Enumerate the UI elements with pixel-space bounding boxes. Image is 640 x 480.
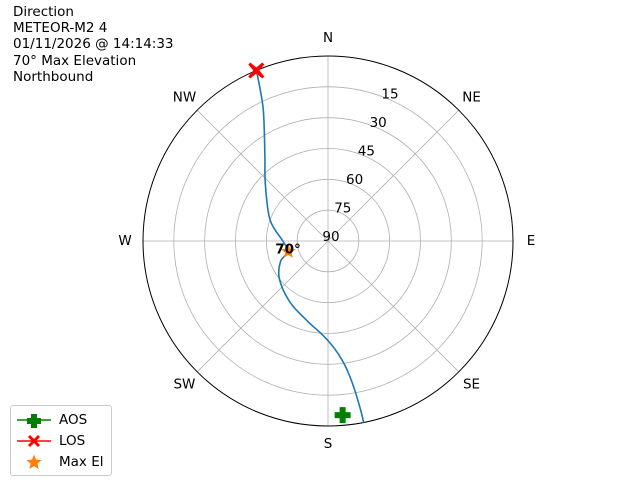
radial-tick-30: 30 <box>370 115 387 131</box>
ring-45 <box>235 148 421 334</box>
radial-tick-90: 90 <box>322 229 339 245</box>
ring-75 <box>296 209 360 273</box>
compass-label-w: W <box>118 233 131 249</box>
compass-label-s: S <box>324 436 333 452</box>
legend-entry-max-el: Max El <box>17 451 103 472</box>
max-el-marker <box>280 243 296 259</box>
info-line-heading: Northbound <box>13 68 94 85</box>
legend-label-max-el: Max El <box>59 453 104 470</box>
compass-label-ne: NE <box>462 89 481 105</box>
ring-30 <box>204 117 452 365</box>
info-line-satellite: METEOR-M2 4 <box>13 20 108 37</box>
legend-label-los: LOS <box>59 432 86 449</box>
aos-legend-marker <box>17 413 51 428</box>
aos-marker <box>334 407 351 424</box>
compass-label-e: E <box>527 233 536 249</box>
ring-15 <box>173 86 483 396</box>
radial-tick-60: 60 <box>346 172 363 188</box>
compass-label-nw: NW <box>173 89 196 105</box>
compass-label-se: SE <box>463 377 480 393</box>
compass-label-n: N <box>323 30 333 46</box>
legend-entry-aos: AOS <box>17 409 103 430</box>
radial-tick-75: 75 <box>334 201 351 217</box>
radial-tick-labels: 90 75 60 45 30 15 <box>322 87 398 245</box>
ring-60 <box>265 178 391 304</box>
pass-markers: 70° <box>248 62 351 424</box>
legend: AOS LOS Max El <box>10 405 113 476</box>
legend-label-aos: AOS <box>59 411 88 428</box>
grid <box>142 55 514 427</box>
legend-entry-los: LOS <box>17 430 103 451</box>
compass-label-sw: SW <box>173 377 195 393</box>
info-line-max-elevation: 70° Max Elevation <box>13 52 137 69</box>
compass-labels: N NE E SE S SW W NW <box>118 30 535 452</box>
info-line-datetime: 01/11/2026 @ 14:14:33 <box>13 36 174 53</box>
max-el-label: 70° <box>275 242 301 258</box>
los-marker <box>248 62 265 79</box>
plot-boundary <box>142 55 514 427</box>
radial-tick-45: 45 <box>358 144 375 160</box>
los-legend-marker <box>17 434 51 447</box>
pass-track <box>255 70 365 423</box>
info-line-direction: Direction <box>13 4 74 20</box>
pass-info: Direction METEOR-M2 4 01/11/2026 @ 14:14… <box>13 4 174 85</box>
radial-tick-15: 15 <box>381 87 398 103</box>
star-legend-marker <box>26 454 42 469</box>
pass-track-line-0 <box>255 70 365 423</box>
